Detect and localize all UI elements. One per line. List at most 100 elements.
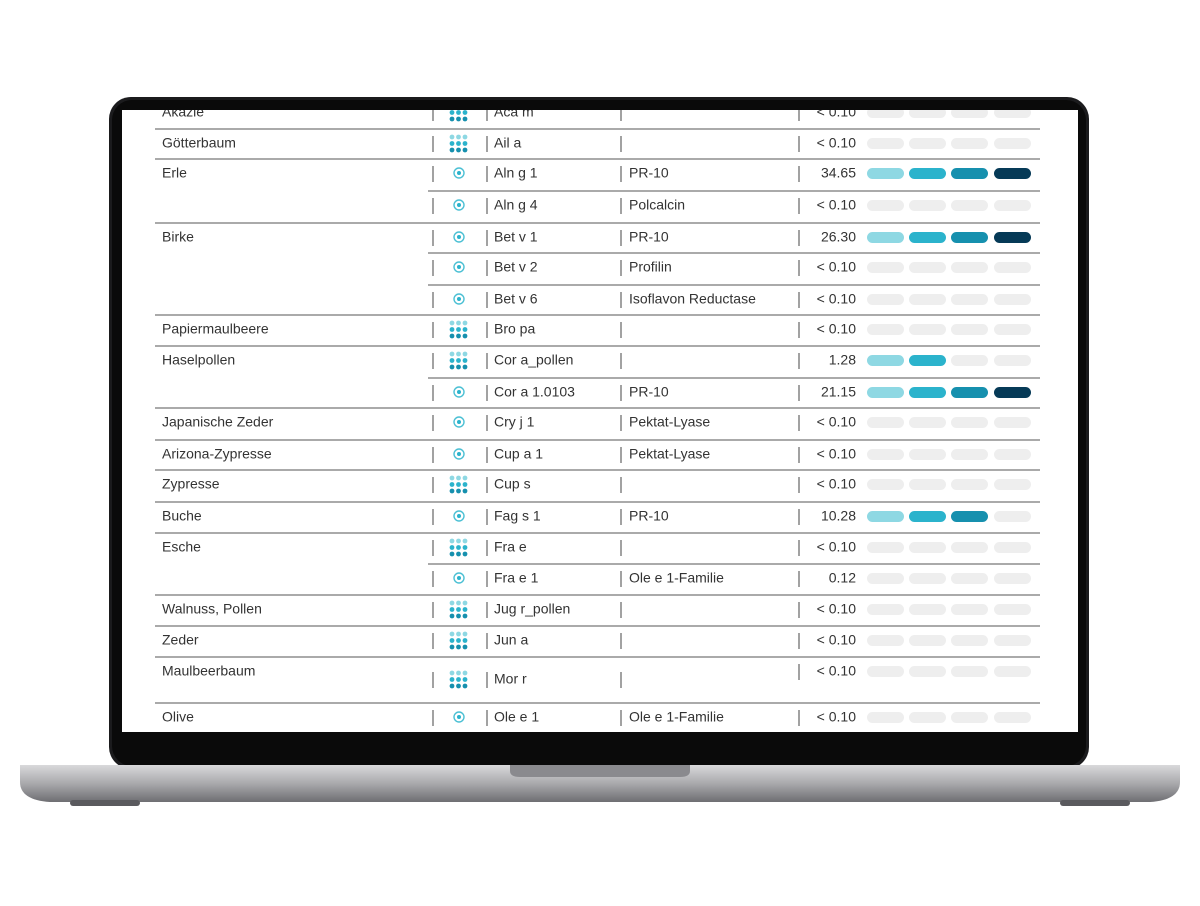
allergen-code: Cor a 1.0103 [494, 384, 575, 400]
class-bar [867, 511, 1031, 522]
extract-icon-dot [462, 670, 468, 676]
class-segment [909, 712, 946, 723]
class-bar [867, 479, 1031, 490]
extract-icon-dot [456, 631, 461, 637]
class-bar [867, 355, 1031, 366]
allergen-source: Zeder [162, 632, 199, 648]
extract-icon-dot [462, 327, 468, 332]
class-segment [909, 232, 946, 243]
allergen-source: Buche [162, 508, 202, 524]
allergen-source: Arizona-Zypresse [162, 446, 272, 462]
class-segment [909, 324, 946, 335]
class-bar [867, 168, 1031, 179]
extract-icon-dot [456, 351, 461, 357]
extract-icon-dot [462, 677, 468, 682]
class-segment [994, 573, 1031, 584]
extract-icon-dot [462, 116, 468, 122]
class-segment [867, 604, 904, 615]
class-segment [909, 479, 946, 490]
class-bar [867, 635, 1031, 646]
class-segment [994, 324, 1031, 335]
class-bar [867, 573, 1031, 584]
extract-icon-dot [456, 110, 461, 115]
protein-family: Isoflavon Reductase [629, 291, 756, 307]
molecule-icon-core [457, 297, 461, 301]
molecule-icon-core [457, 514, 461, 518]
class-segment [994, 449, 1031, 460]
class-bar [867, 604, 1031, 615]
result-value: < 0.10 [817, 291, 857, 307]
extract-icon-dot [449, 475, 455, 481]
foot [1060, 800, 1130, 806]
class-segment [951, 168, 988, 179]
extract-icon-dot [456, 364, 461, 370]
molecule-icon [453, 261, 465, 273]
class-segment [867, 511, 904, 522]
class-bar [867, 232, 1031, 243]
extract-icon-dot [462, 638, 468, 643]
allergen-code: Bet v 1 [494, 229, 538, 245]
class-segment [951, 110, 988, 118]
extract-icon-dot [456, 475, 461, 481]
result-value: < 0.10 [817, 709, 857, 725]
protein-family: Polcalcin [629, 197, 685, 213]
allergen-code: Mor r [494, 671, 527, 687]
extract-icon-dot [456, 545, 461, 550]
extract-icon-dot [456, 551, 461, 557]
class-segment [994, 635, 1031, 646]
extract-icon-dot [462, 364, 468, 370]
extract-icon-dot [449, 358, 455, 363]
result-value: < 0.10 [817, 197, 857, 213]
molecule-icon [453, 572, 465, 584]
extract-icon-dot [456, 600, 461, 606]
class-bar [867, 110, 1031, 118]
extract-icon-dot [449, 327, 455, 332]
extract-icon-dot [462, 358, 468, 363]
allergen-code: Cry j 1 [494, 414, 535, 430]
protein-family: Ole e 1-Familie [629, 570, 724, 586]
allergen-code: Aca m [494, 104, 534, 120]
class-segment [951, 200, 988, 211]
allergen-code: Aln g 1 [494, 165, 538, 181]
class-segment [867, 138, 904, 149]
protein-family: Pektat-Lyase [629, 414, 710, 430]
protein-family: PR-10 [629, 229, 669, 245]
allergen-code: Ole e 1 [494, 709, 539, 725]
result-value: 26.30 [821, 229, 856, 245]
extract-icon-dot [456, 482, 461, 487]
class-segment [867, 635, 904, 646]
extract-icon-dot [456, 538, 461, 544]
result-value: 10.28 [821, 508, 856, 524]
result-value: < 0.10 [817, 259, 857, 275]
result-value: 21.15 [821, 384, 856, 400]
molecule-icon-core [457, 171, 461, 175]
allergen-source: Akazie [162, 104, 204, 120]
foot [70, 800, 140, 806]
result-value: < 0.10 [817, 104, 857, 120]
extract-icon-dot [462, 545, 468, 550]
class-segment [867, 294, 904, 305]
extract-icon-dot [462, 333, 468, 339]
result-value: < 0.10 [817, 135, 857, 151]
protein-family: Ole e 1-Familie [629, 709, 724, 725]
class-bar [867, 542, 1031, 553]
class-segment [951, 387, 988, 398]
result-value: < 0.10 [817, 446, 857, 462]
extract-icon-dot [449, 677, 455, 682]
extract-icon-dot [449, 333, 455, 339]
class-segment [909, 511, 946, 522]
result-value: 0.12 [829, 570, 856, 586]
class-segment [909, 168, 946, 179]
class-segment [909, 417, 946, 428]
class-segment [994, 355, 1031, 366]
class-segment [867, 232, 904, 243]
class-segment [909, 355, 946, 366]
extract-icon-dot [462, 141, 468, 146]
allergen-code: Fag s 1 [494, 508, 541, 524]
molecule-icon-core [457, 452, 461, 456]
protein-family: Profilin [629, 259, 672, 275]
extract-icon-dot [449, 631, 455, 637]
extract-icon-dot [449, 683, 455, 689]
class-segment [909, 200, 946, 211]
